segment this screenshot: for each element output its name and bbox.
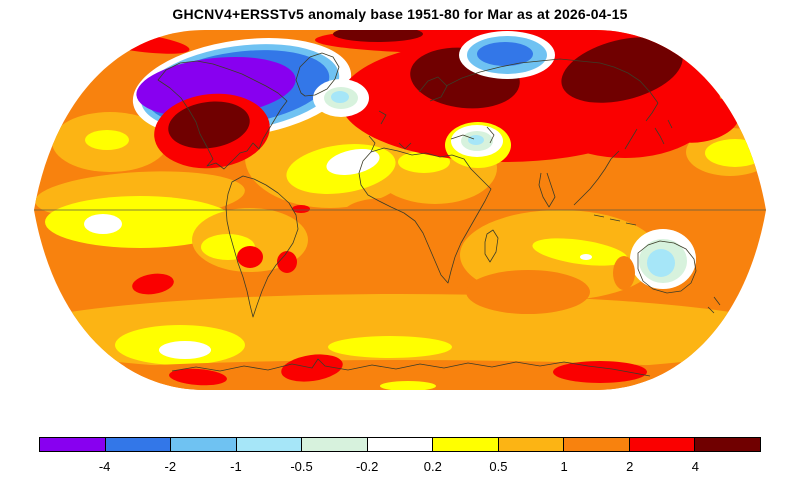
anomaly-svalbard-cold-blue	[477, 42, 533, 66]
colorbar-segment-8	[564, 438, 630, 451]
anomaly-ant-yellow-sliver	[380, 381, 436, 390]
colorbar-tick-1: 1	[560, 459, 568, 474]
anomaly-natl-white	[326, 148, 380, 176]
anomaly-canada-cold-purple	[136, 56, 296, 118]
anomaly-ant-red-streak	[169, 368, 227, 386]
colorbar-segment-9	[629, 438, 696, 451]
anomaly-npac-yellow	[85, 130, 129, 150]
colorbar-tick--0.5: -0.5	[290, 459, 313, 474]
colorbar-segment-7	[498, 438, 565, 451]
colorbar-segment-10	[695, 438, 761, 451]
colorbar-tick-0.5: 0.5	[489, 459, 508, 474]
anomaly-brazil-eq-red	[292, 205, 310, 213]
colorbar-tick--4: -4	[98, 459, 111, 474]
anomaly-us-maroon	[168, 101, 250, 149]
coastline-asia-south-coast	[538, 102, 659, 226]
anomaly-south-white-1	[159, 341, 211, 359]
coastline-japan	[654, 119, 673, 145]
colorbar-tick--0.2: -0.2	[355, 459, 379, 474]
colorbar-tick--2: -2	[164, 459, 177, 474]
coastline-north-america	[157, 60, 288, 170]
colorbar-segment-2	[171, 438, 237, 451]
anomaly-eq-pacific-yellow	[45, 196, 235, 248]
figure-title: GHCNV4+ERSSTv5 anomaly base 1951-80 for …	[172, 6, 628, 22]
anomaly-natl-cold-paleblue	[331, 91, 349, 103]
anomaly-topcenter-maroon	[333, 30, 423, 42]
colorbar-segment-5	[367, 438, 434, 451]
anomaly-nwpac-red	[660, 97, 740, 143]
colorbar-tick-2: 2	[626, 459, 634, 474]
coastline-new-zealand	[707, 296, 721, 314]
colorbar-segment-6	[433, 438, 499, 451]
anomaly-indian-yellow	[532, 238, 628, 266]
anomaly-epac2-yellow	[705, 139, 765, 167]
anomaly-australia-coast-orange	[613, 256, 635, 290]
colorbar-segment-1	[105, 438, 172, 451]
colorbar-tick--1: -1	[230, 459, 242, 474]
anomaly-brazil-red-1	[237, 246, 263, 268]
anomaly-turkey-cold-paleblue	[468, 135, 484, 145]
colorbar-segment-0	[40, 438, 106, 451]
coastline-europe	[368, 76, 495, 153]
anomaly-australia-cold-paleblue	[647, 249, 675, 277]
anomaly-indian-white	[580, 254, 592, 260]
coastline-australia	[637, 240, 697, 294]
coastline-antarctica	[171, 358, 651, 377]
colorbar-segment-3	[236, 438, 303, 451]
coastline-africa	[358, 147, 492, 284]
colorbar-tick-4: 4	[691, 459, 699, 474]
anomaly-eq-atl-orange	[343, 198, 427, 230]
colorbar-tick-0.2: 0.2	[423, 459, 442, 474]
anomaly-south-yellow-2	[328, 336, 452, 358]
anomaly-ausant-red	[553, 361, 647, 383]
anomaly-leftedge-red	[34, 84, 53, 124]
anomaly-brazil-red-2	[277, 251, 297, 273]
colorbar	[39, 437, 761, 452]
coastline-greenland	[295, 52, 340, 97]
anomaly-eq-pacific-white	[84, 214, 122, 234]
coastline-south-america	[225, 175, 299, 318]
colorbar-segment-4	[302, 438, 368, 451]
anomaly-spac-red	[132, 273, 174, 295]
coastline-madagascar	[484, 229, 499, 263]
anomaly-sio-orange	[466, 270, 590, 314]
coastline-eurasia-arctic-coast	[445, 58, 659, 104]
